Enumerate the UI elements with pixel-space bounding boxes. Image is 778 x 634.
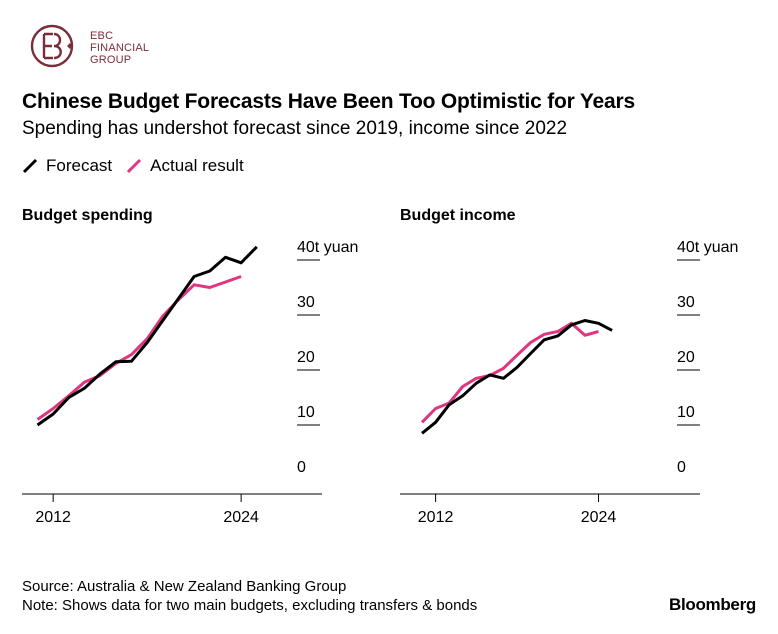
spending-x-tick-label-2012: 2012 bbox=[35, 509, 71, 526]
logo-line-2: FINANCIAL bbox=[90, 42, 150, 54]
income-x-tick-label-2012: 2012 bbox=[418, 509, 454, 526]
legend-label-forecast: Forecast bbox=[46, 156, 113, 175]
bloomberg-logo: Bloomberg bbox=[668, 595, 756, 614]
forecast-swatch-icon bbox=[22, 158, 38, 174]
footer-notes: Source: Australia & New Zealand Banking … bbox=[22, 577, 477, 615]
income-series-actual-line bbox=[420, 321, 599, 424]
logo-line-1: EBC bbox=[90, 30, 114, 42]
spending-chart: 0 10 20 30 40t yuan 2012 2024 bbox=[22, 239, 358, 526]
ebc-logo bbox=[30, 24, 74, 68]
logo-wordmark: EBC FINANCIAL GROUP bbox=[90, 30, 149, 66]
actual-swatch-icon bbox=[127, 158, 142, 174]
spending-x-tick-label-2024: 2024 bbox=[223, 509, 259, 526]
legend: Forecast Actual result bbox=[22, 156, 258, 176]
legend-item-forecast: Forecast bbox=[22, 156, 112, 176]
income-series-forecast-line bbox=[421, 319, 613, 435]
legend-item-actual: Actual result bbox=[126, 156, 244, 176]
spending-panel-title: Budget spending bbox=[22, 207, 153, 224]
income-y-tick-label-10: 10 bbox=[677, 404, 695, 421]
income-x-tick-label-2024: 2024 bbox=[581, 509, 617, 526]
income-chart: 0 10 20 30 40t yuan 2012 2024 bbox=[400, 239, 738, 526]
income-y-tick-label-40: 40t yuan bbox=[677, 239, 738, 256]
spending-y-tick-label-10: 10 bbox=[297, 404, 315, 421]
spending-y-tick-label-0: 0 bbox=[297, 459, 306, 476]
income-panel-title: Budget income bbox=[400, 207, 516, 224]
income-y-tick-label-30: 30 bbox=[677, 294, 695, 311]
spending-y-tick-label-30: 30 bbox=[297, 294, 315, 311]
spending-y-tick-label-20: 20 bbox=[297, 349, 315, 366]
logo-line-3: GROUP bbox=[90, 54, 132, 66]
income-y-tick-label-20: 20 bbox=[677, 349, 695, 366]
chart-title: Chinese Budget Forecasts Have Been Too O… bbox=[22, 90, 635, 113]
legend-label-actual: Actual result bbox=[150, 156, 244, 175]
methodology-note: Note: Shows data for two main budgets, e… bbox=[22, 597, 478, 614]
spending-series-actual-line bbox=[36, 275, 242, 421]
income-y-tick-label-0: 0 bbox=[677, 459, 686, 476]
spending-y-tick-label-40: 40t yuan bbox=[297, 239, 358, 256]
chart-subtitle: Spending has undershot forecast since 20… bbox=[22, 118, 568, 139]
source-note: Source: Australia & New Zealand Banking … bbox=[22, 578, 347, 595]
spending-series-forecast-line bbox=[36, 245, 258, 427]
